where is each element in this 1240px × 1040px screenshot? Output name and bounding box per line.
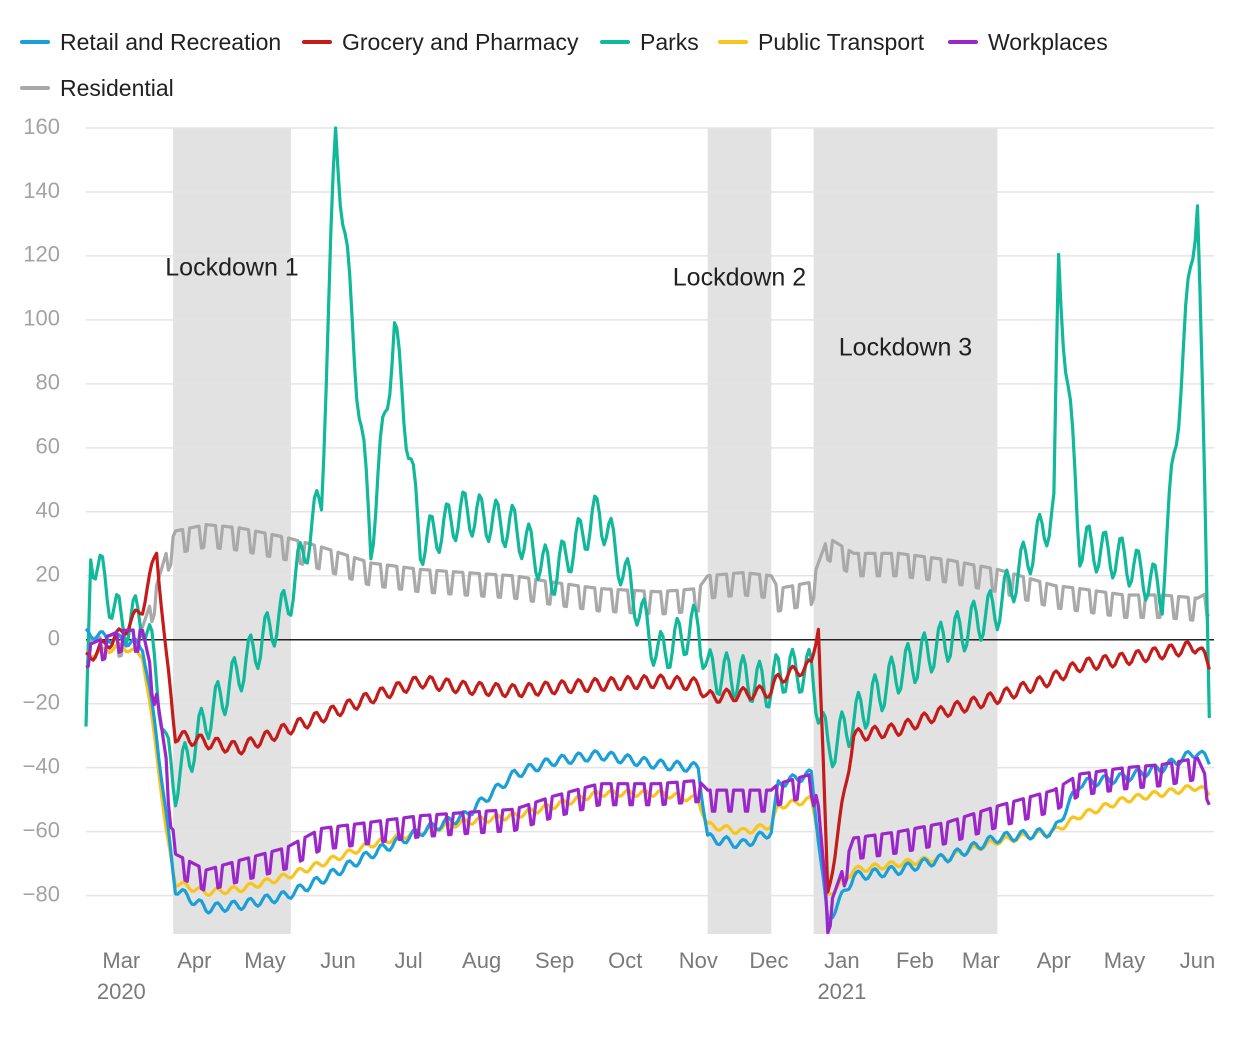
x-tick-label: Jun bbox=[1180, 948, 1215, 973]
legend-item: Residential bbox=[20, 68, 174, 108]
legend-label: Retail and Recreation bbox=[60, 28, 282, 55]
legend-swatch bbox=[948, 40, 978, 44]
legend-item: Parks bbox=[600, 22, 699, 62]
series-line-retail-and-recreation bbox=[84, 627, 1211, 921]
x-tick-label: Dec bbox=[749, 948, 788, 973]
legend-label: Parks bbox=[640, 28, 699, 55]
x-tick-label: Mar bbox=[962, 948, 1000, 973]
series-line-public-transport bbox=[85, 642, 1211, 897]
y-tick-label: 160 bbox=[23, 114, 60, 139]
y-tick-label: 20 bbox=[36, 562, 60, 587]
y-tick-label: 40 bbox=[36, 498, 60, 523]
y-tick-label: −20 bbox=[23, 690, 60, 715]
legend-item: Retail and Recreation bbox=[20, 22, 281, 62]
y-tick-label: −40 bbox=[23, 753, 60, 778]
legend-item: Public Transport bbox=[718, 22, 924, 62]
legend-swatch bbox=[20, 86, 50, 90]
y-tick-label: 140 bbox=[23, 178, 60, 203]
x-tick-label: Feb bbox=[896, 948, 934, 973]
x-tick-label: Apr bbox=[177, 948, 211, 973]
x-tick-label: Nov bbox=[679, 948, 718, 973]
y-tick-label: 100 bbox=[23, 306, 60, 331]
lockdown-band bbox=[813, 128, 998, 934]
x-tick-label: Apr bbox=[1037, 948, 1071, 973]
legend-label: Public Transport bbox=[758, 28, 925, 55]
series-line-grocery-and-pharmacy bbox=[85, 551, 1211, 894]
legend-label: Residential bbox=[60, 74, 174, 101]
legend-item: Grocery and Pharmacy bbox=[302, 22, 578, 62]
y-tick-label: −60 bbox=[23, 817, 60, 842]
x-tick-label: May bbox=[1104, 948, 1146, 973]
x-tick-label: Sep bbox=[535, 948, 574, 973]
legend-swatch bbox=[302, 40, 332, 44]
y-tick-label: 60 bbox=[36, 434, 60, 459]
x-tick-label: Jun bbox=[320, 948, 355, 973]
x-tick-label: Mar bbox=[102, 948, 140, 973]
x-tick-label: Jan bbox=[824, 948, 859, 973]
legend-swatch bbox=[20, 40, 50, 44]
legend-item: Workplaces bbox=[948, 22, 1108, 62]
legend-swatch bbox=[718, 40, 748, 44]
series-line-workplaces bbox=[85, 628, 1211, 935]
x-tick-year-label: 2020 bbox=[97, 979, 146, 1004]
x-tick-label: Aug bbox=[462, 948, 501, 973]
y-tick-label: 120 bbox=[23, 242, 60, 267]
legend-label: Grocery and Pharmacy bbox=[342, 28, 579, 55]
series-line-parks bbox=[84, 126, 1211, 808]
x-tick-label: Jul bbox=[395, 948, 423, 973]
x-tick-label: Oct bbox=[608, 948, 642, 973]
lockdown-band bbox=[707, 128, 772, 934]
x-tick-label: May bbox=[244, 948, 286, 973]
y-tick-label: 0 bbox=[48, 626, 60, 651]
y-tick-label: 80 bbox=[36, 370, 60, 395]
lockdown-label: Lockdown 1 bbox=[165, 254, 298, 282]
lockdown-label: Lockdown 3 bbox=[839, 334, 972, 362]
legend-label: Workplaces bbox=[988, 28, 1108, 55]
legend-swatch bbox=[600, 40, 630, 44]
y-tick-label: −80 bbox=[23, 881, 60, 906]
lockdown-label: Lockdown 2 bbox=[673, 264, 806, 292]
x-tick-year-label: 2021 bbox=[817, 979, 866, 1004]
